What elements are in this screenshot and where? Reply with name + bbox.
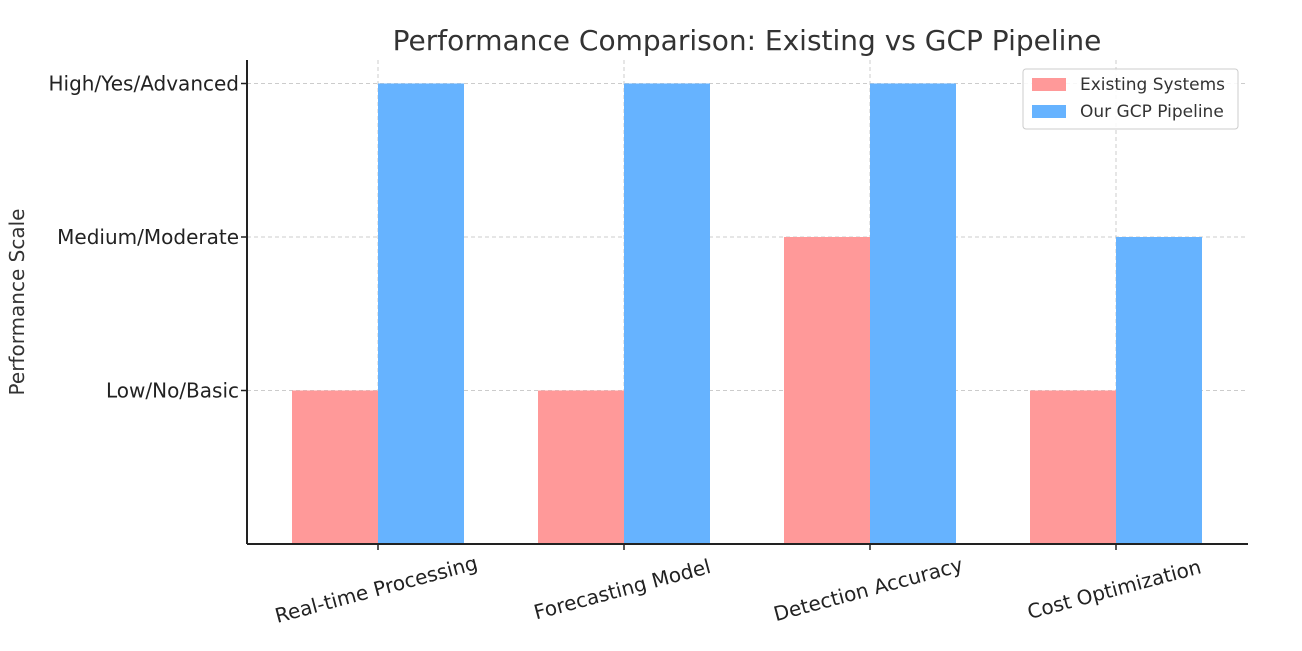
bar-gcp-3 — [1116, 237, 1202, 544]
bar-gcp-0 — [378, 83, 464, 544]
chart-title: Performance Comparison: Existing vs GCP … — [393, 24, 1102, 57]
legend-box — [1022, 68, 1239, 130]
x-tick-labels: Real-time Processing Forecasting Model Det… — [272, 544, 1204, 628]
x-tick-label: Cost Optimization — [1025, 555, 1204, 624]
legend: Existing Systems Our GCP Pipeline — [1022, 68, 1239, 130]
bar-existing-0 — [292, 390, 378, 544]
legend-label-gcp: Our GCP Pipeline — [1080, 102, 1224, 122]
y-tick-label: Medium/Moderate — [57, 225, 239, 249]
legend-swatch-existing — [1032, 78, 1066, 91]
bar-existing-1 — [538, 390, 624, 544]
x-tick-label: Detection Accuracy — [771, 552, 966, 626]
bars-layer — [292, 83, 1202, 544]
bar-existing-2 — [784, 237, 870, 544]
axes-layer — [246, 60, 1248, 545]
bar-gcp-2 — [870, 83, 956, 544]
legend-swatch-gcp — [1032, 105, 1066, 118]
y-tick-label: Low/No/Basic — [106, 379, 239, 403]
bar-existing-3 — [1030, 390, 1116, 544]
y-tick-label: High/Yes/Advanced — [48, 72, 239, 96]
bar-gcp-1 — [624, 83, 710, 544]
y-tick-labels: Low/No/Basic Medium/Moderate High/Yes/Adva… — [48, 72, 247, 403]
y-axis-label: Performance Scale — [5, 209, 29, 396]
x-tick-label: Forecasting Model — [531, 554, 713, 624]
x-tick-label: Real-time Processing — [272, 551, 480, 628]
legend-label-existing: Existing Systems — [1080, 75, 1225, 95]
